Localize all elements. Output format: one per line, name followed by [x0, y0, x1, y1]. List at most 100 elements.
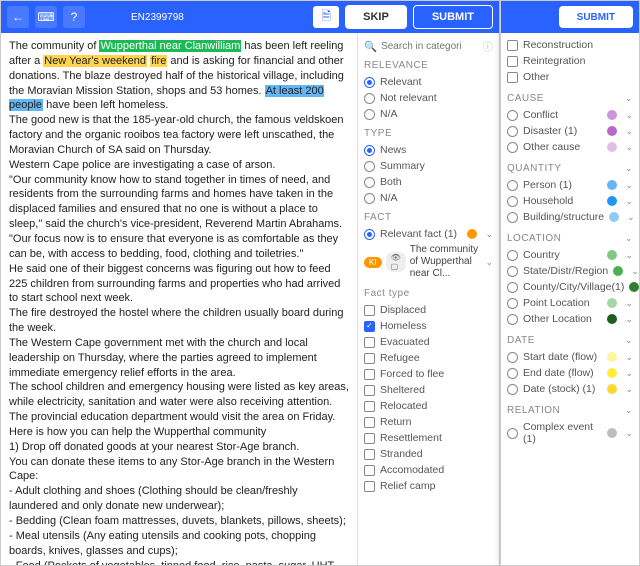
- search-input[interactable]: [381, 41, 461, 52]
- chevron-down-icon: ⌄: [625, 298, 633, 309]
- category-item[interactable]: Disaster (1)⌄: [507, 123, 633, 139]
- info-icon[interactable]: ⓘ: [483, 39, 494, 54]
- type-option[interactable]: Both: [364, 174, 493, 190]
- radio-icon: [507, 266, 518, 277]
- option-label: Other: [523, 71, 549, 83]
- option-label: Reintegration: [523, 55, 585, 67]
- item-label: Start date (flow): [523, 351, 597, 363]
- highlight-cause[interactable]: fire: [150, 55, 167, 67]
- option-label: Relevant: [380, 76, 421, 88]
- relevance-option[interactable]: N/A: [364, 106, 493, 122]
- radio-icon: [507, 212, 518, 223]
- chevron-down-icon[interactable]: ⌄: [625, 335, 633, 346]
- category-item[interactable]: Date (stock) (1) ⌄: [507, 381, 633, 397]
- option-label: Stranded: [380, 448, 423, 460]
- category-item[interactable]: State/Distr/Region⌄: [507, 263, 633, 279]
- category-item[interactable]: Other Location⌄: [507, 311, 633, 327]
- highlight-location[interactable]: Wupperthal near Clanwilliam: [99, 40, 241, 52]
- category-item[interactable]: Other cause⌄: [507, 139, 633, 155]
- category-item[interactable]: Conflict⌄: [507, 107, 633, 123]
- color-dot: [607, 314, 617, 324]
- checkbox-icon: [364, 305, 375, 316]
- item-label: Date (stock) (1): [523, 383, 595, 395]
- highlight-date[interactable]: New Year's weekend: [43, 55, 147, 67]
- facttype-option[interactable]: Relief camp: [364, 478, 493, 494]
- facttype-option[interactable]: Refugee: [364, 350, 493, 366]
- item-label: End date (flow): [523, 367, 594, 379]
- paragraph: - Adult clothing and shoes (Clothing sho…: [9, 484, 349, 514]
- submit-button-right[interactable]: SUBMIT: [559, 6, 633, 28]
- category-item[interactable]: Country⌄: [507, 247, 633, 263]
- search-row[interactable]: 🔍 ⓘ: [364, 39, 493, 54]
- color-dot: [607, 180, 617, 190]
- facttype-option[interactable]: Relocated: [364, 398, 493, 414]
- paragraph: - Food (Pockets of vegetables, tinned fo…: [9, 559, 349, 565]
- color-dot: [607, 126, 617, 136]
- category-option[interactable]: Other: [507, 69, 633, 85]
- facttype-option[interactable]: Return: [364, 414, 493, 430]
- facttype-option[interactable]: Sheltered: [364, 382, 493, 398]
- chevron-down-icon[interactable]: ⌄: [625, 163, 633, 174]
- text: The community of: [9, 40, 99, 52]
- submit-button[interactable]: SUBMIT: [413, 5, 493, 29]
- category-item[interactable]: Complex event (1)⌄: [507, 419, 633, 447]
- relevance-option[interactable]: Relevant: [364, 74, 493, 90]
- category-option[interactable]: Reintegration: [507, 53, 633, 69]
- chevron-down-icon: ⌄: [485, 257, 493, 268]
- relevance-option[interactable]: Not relevant: [364, 90, 493, 106]
- option-label: N/A: [380, 192, 398, 204]
- category-item[interactable]: Point Location⌄: [507, 295, 633, 311]
- category-heading: CAUSE⌄: [507, 93, 633, 104]
- keyboard-icon[interactable]: ⌨: [35, 6, 57, 28]
- radio-icon: [507, 142, 518, 153]
- checkbox-icon: [364, 337, 375, 348]
- chevron-down-icon[interactable]: ⌄: [625, 233, 633, 244]
- back-icon[interactable]: ←: [7, 6, 29, 28]
- radio-icon: [364, 229, 375, 240]
- chevron-down-icon: ⌄: [625, 428, 633, 439]
- paragraph: Here is how you can help the Wupperthal …: [9, 425, 349, 440]
- option-label: Resettlement: [380, 432, 442, 444]
- item-label: Household: [523, 195, 573, 207]
- paragraph: - Meal utensils (Any eating utensils and…: [9, 529, 349, 559]
- fact-item[interactable]: KI 👁 ▢ The community of Wupperthal near …: [364, 242, 493, 282]
- type-option[interactable]: News: [364, 142, 493, 158]
- type-option[interactable]: N/A: [364, 190, 493, 206]
- paragraph: The fire destroyed the hostel where the …: [9, 306, 349, 336]
- category-item[interactable]: Household ⌄: [507, 193, 633, 209]
- facttype-option[interactable]: Displaced: [364, 302, 493, 318]
- facttype-option[interactable]: Homeless: [364, 318, 493, 334]
- color-dot: [607, 298, 617, 308]
- help-icon[interactable]: ?: [63, 6, 85, 28]
- skip-button[interactable]: SKIP: [345, 5, 407, 29]
- category-item[interactable]: End date (flow)⌄: [507, 365, 633, 381]
- color-dot: [607, 384, 617, 394]
- radio-icon: [507, 314, 518, 325]
- facttype-option[interactable]: Stranded: [364, 446, 493, 462]
- radio-icon: [364, 193, 375, 204]
- chevron-down-icon: ⌄: [625, 196, 633, 207]
- option-label: Accomodated: [380, 464, 444, 476]
- category-item[interactable]: Person (1)⌄: [507, 177, 633, 193]
- facttype-option[interactable]: Resettlement: [364, 430, 493, 446]
- chevron-down-icon: ⌄: [625, 384, 633, 395]
- category-item[interactable]: County/City/Village(1)⌄: [507, 279, 633, 295]
- fact-toggle[interactable]: 👁 ▢: [386, 252, 406, 272]
- article-text: The community of Wupperthal near Clanwil…: [1, 33, 357, 565]
- item-label: County/City/Village(1): [523, 281, 624, 293]
- fact-relevant-row[interactable]: Relevant fact (1) ⌄: [364, 226, 493, 242]
- doc-icon[interactable]: 🗎: [313, 6, 339, 28]
- category-item[interactable]: Building/structure⌄: [507, 209, 633, 225]
- type-option[interactable]: Summary: [364, 158, 493, 174]
- facttype-option[interactable]: Evacuated: [364, 334, 493, 350]
- right-topbar: SUBMIT: [501, 1, 639, 33]
- category-item[interactable]: Start date (flow) ⌄: [507, 349, 633, 365]
- facttype-option[interactable]: Accomodated: [364, 462, 493, 478]
- chevron-down-icon[interactable]: ⌄: [625, 93, 633, 104]
- paragraph: The good new is that the 185-year-old ch…: [9, 113, 349, 158]
- chevron-down-icon: ⌄: [625, 352, 633, 363]
- facttype-option[interactable]: Forced to flee: [364, 366, 493, 382]
- category-option[interactable]: Reconstruction: [507, 37, 633, 53]
- chevron-down-icon[interactable]: ⌄: [625, 405, 633, 416]
- top-bar: ← ⌨ ? EN2399798 🗎 SKIP SUBMIT: [1, 1, 499, 33]
